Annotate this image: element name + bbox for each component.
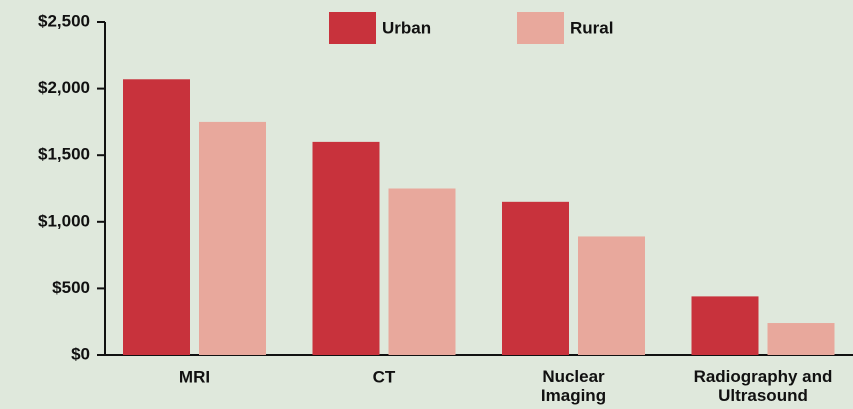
x-tick-label: Radiography and Ultrasound: [694, 367, 833, 405]
bar: [578, 236, 645, 355]
y-tick-label: $0: [71, 344, 90, 363]
y-tick-label: $2,500: [38, 11, 90, 30]
bar: [123, 79, 190, 355]
x-tick-label: MRI: [179, 367, 210, 386]
bar: [691, 296, 759, 355]
bar: [502, 201, 569, 355]
x-tick-label: Nuclear Imaging: [541, 367, 606, 405]
bar: [388, 188, 456, 355]
bar: [312, 141, 380, 355]
y-tick-label: $1,000: [38, 211, 90, 230]
legend-label: Rural: [570, 18, 613, 37]
y-tick-label: $1,500: [38, 145, 90, 164]
bar: [767, 323, 835, 355]
legend-label: Urban: [382, 18, 431, 37]
y-tick-label: $500: [52, 278, 90, 297]
y-tick-label: $2,000: [38, 78, 90, 97]
legend-swatch: [517, 12, 564, 44]
legend-swatch: [329, 12, 376, 44]
x-tick-label: CT: [373, 367, 396, 386]
bar: [199, 121, 266, 356]
